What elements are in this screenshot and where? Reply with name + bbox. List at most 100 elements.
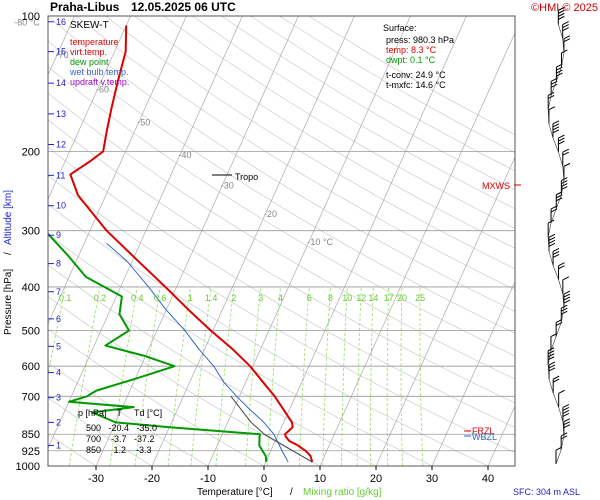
- x-axis-title-temp: Temperature [°C]: [197, 487, 273, 498]
- legend: SKEW-T temperature virt.temp. dew point …: [69, 20, 129, 87]
- x-tick-label: 0: [261, 473, 267, 485]
- wind-barb-flag: [556, 197, 563, 202]
- wind-barb-flag: [562, 27, 569, 32]
- x-axis-title-mix: Mixing ratio [g/kg]: [303, 487, 382, 498]
- wind-barb-flag: [561, 49, 568, 54]
- table-header: p [hPa] T Td [°C]: [78, 408, 162, 418]
- wind-barb-flag: [562, 404, 570, 408]
- wind-barb-flag: [562, 413, 570, 417]
- isotherm: [487, 405, 515, 466]
- dry-adiabat: [48, 66, 515, 357]
- dry-adiabat: [134, 16, 515, 249]
- pressure-tick-label: 100: [22, 11, 40, 23]
- wind-barb-flag: [562, 21, 569, 26]
- y-axis-title-sep: /: [3, 252, 14, 255]
- wind-barb-flag: [548, 233, 556, 238]
- wind-barb-flag: [563, 418, 571, 423]
- wind-barb-flag: [561, 180, 568, 185]
- wind-barb-flag: [547, 350, 555, 355]
- isotherm-label: -10 °C: [307, 237, 333, 247]
- isotherm-label: -20: [264, 209, 277, 219]
- wind-barb-flag: [558, 6, 565, 11]
- surface-elevation: SFC: 304 m ASL: [513, 487, 580, 497]
- mixing-ratio-label: 4: [278, 293, 283, 303]
- wind-barb-flag: [552, 126, 560, 131]
- wind-barb-flag: [552, 248, 560, 252]
- mixing-ratio-label: 0.1: [59, 293, 72, 303]
- legend-virt-temp: virt.temp.: [70, 47, 107, 57]
- surface-press: press: 980.3 hPa: [386, 35, 454, 45]
- mixing-ratio-line: [167, 286, 191, 466]
- wind-barb-flag: [562, 407, 570, 411]
- altitude-tick-label: 6: [56, 314, 61, 324]
- wind-barb-flag: [552, 123, 560, 128]
- wind-barb-flag: [561, 310, 568, 315]
- mixing-ratio-label: 14: [368, 293, 378, 303]
- mixing-ratio-label: 0.2: [94, 293, 107, 303]
- wind-barb-flag: [548, 106, 556, 111]
- wind-barb-flag: [558, 137, 565, 142]
- pressure-tick-label: 850: [22, 429, 40, 441]
- copyright: ©HMI © 2025: [531, 2, 598, 14]
- mixing-ratio-line: [370, 286, 374, 466]
- altitude-tick-label: 9: [56, 230, 61, 240]
- altitude-tick-label: 7: [56, 287, 61, 297]
- wind-barb-flag: [552, 251, 560, 255]
- altitude-tick-label: 16: [56, 17, 66, 27]
- pressure-tick-label: 700: [22, 391, 40, 403]
- wind-barb-flag: [558, 265, 565, 270]
- y-axis-title-altitude: Altitude [km]: [3, 190, 14, 245]
- dry-adiabat: [163, 16, 515, 229]
- sounding-curves: [48, 25, 314, 463]
- altitude-tick-label: 12: [56, 140, 66, 150]
- legend-title: SKEW-T: [70, 20, 109, 31]
- series-wet-bulb-temp-line: [106, 242, 289, 463]
- isotherm: [95, 16, 299, 466]
- altitude-tick-label: 3: [56, 393, 61, 403]
- pressure-tick-label: 200: [22, 146, 40, 158]
- wind-barb-flag: [558, 389, 565, 394]
- dry-adiabat: [48, 146, 515, 428]
- wind-barb-flag: [563, 290, 571, 295]
- wind-barb-flag: [558, 9, 565, 14]
- wind-barb-flag: [563, 35, 571, 40]
- wind-barb-flag: [548, 364, 556, 369]
- wind-barb-flag: [562, 148, 569, 153]
- mixing-ratio-label: 6: [307, 293, 312, 303]
- wind-barb-flag: [548, 361, 556, 366]
- dry-adiabat: [48, 40, 515, 334]
- surface-dwpt: dwpt: 0.1 °C: [386, 55, 436, 65]
- mixing-ratio-label: 8: [328, 293, 333, 303]
- dry-adiabat: [105, 16, 515, 270]
- x-tick-label: 20: [370, 473, 382, 485]
- plot-frame: [47, 15, 516, 467]
- wind-barb-flag: [552, 375, 560, 380]
- mixing-ratio-line: [356, 286, 362, 466]
- altitude-tick-label: 10: [56, 201, 66, 211]
- sounding-datetime: 12.05.2025 06 UTC: [131, 0, 236, 14]
- altitude-tick-label: 13: [56, 109, 66, 119]
- isotherm: [319, 31, 515, 466]
- surface-info: Surface: press: 980.3 hPa temp: 8.3 °C d…: [383, 23, 454, 90]
- pressure-tick-label: 300: [22, 226, 40, 238]
- isotherm-label: -40: [179, 150, 192, 160]
- wind-barb-flag: [552, 120, 560, 125]
- x-tick-label: -20: [144, 473, 160, 485]
- table-row-500: 500 -20.4 -35.0: [86, 423, 157, 433]
- pressure-tick-label: 500: [22, 326, 40, 338]
- wind-barb-flag: [563, 424, 571, 429]
- isotherm-label: -60: [96, 85, 109, 95]
- table-row-850: 850 1.2 -3.3: [86, 445, 152, 455]
- legend-temperature: temperature: [70, 37, 119, 47]
- wind-barb-flag: [552, 254, 560, 258]
- x-tick-label: -30: [88, 473, 104, 485]
- altitude-tick-label: 15: [56, 47, 66, 57]
- wind-barb-flag: [548, 239, 556, 244]
- level-table: p [hPa] T Td [°C] 500 -20.4 -35.0 700 -3…: [78, 408, 162, 455]
- table-row-700: 700 -3.7 -37.2: [86, 434, 155, 444]
- x-tick-label: 40: [482, 473, 494, 485]
- pressure-tick-label: 1000: [16, 461, 40, 473]
- altitude-tick-label: 11: [56, 170, 65, 180]
- legend-updraft: updraft v.temp.: [70, 77, 129, 87]
- dry-adiabat: [76, 16, 515, 291]
